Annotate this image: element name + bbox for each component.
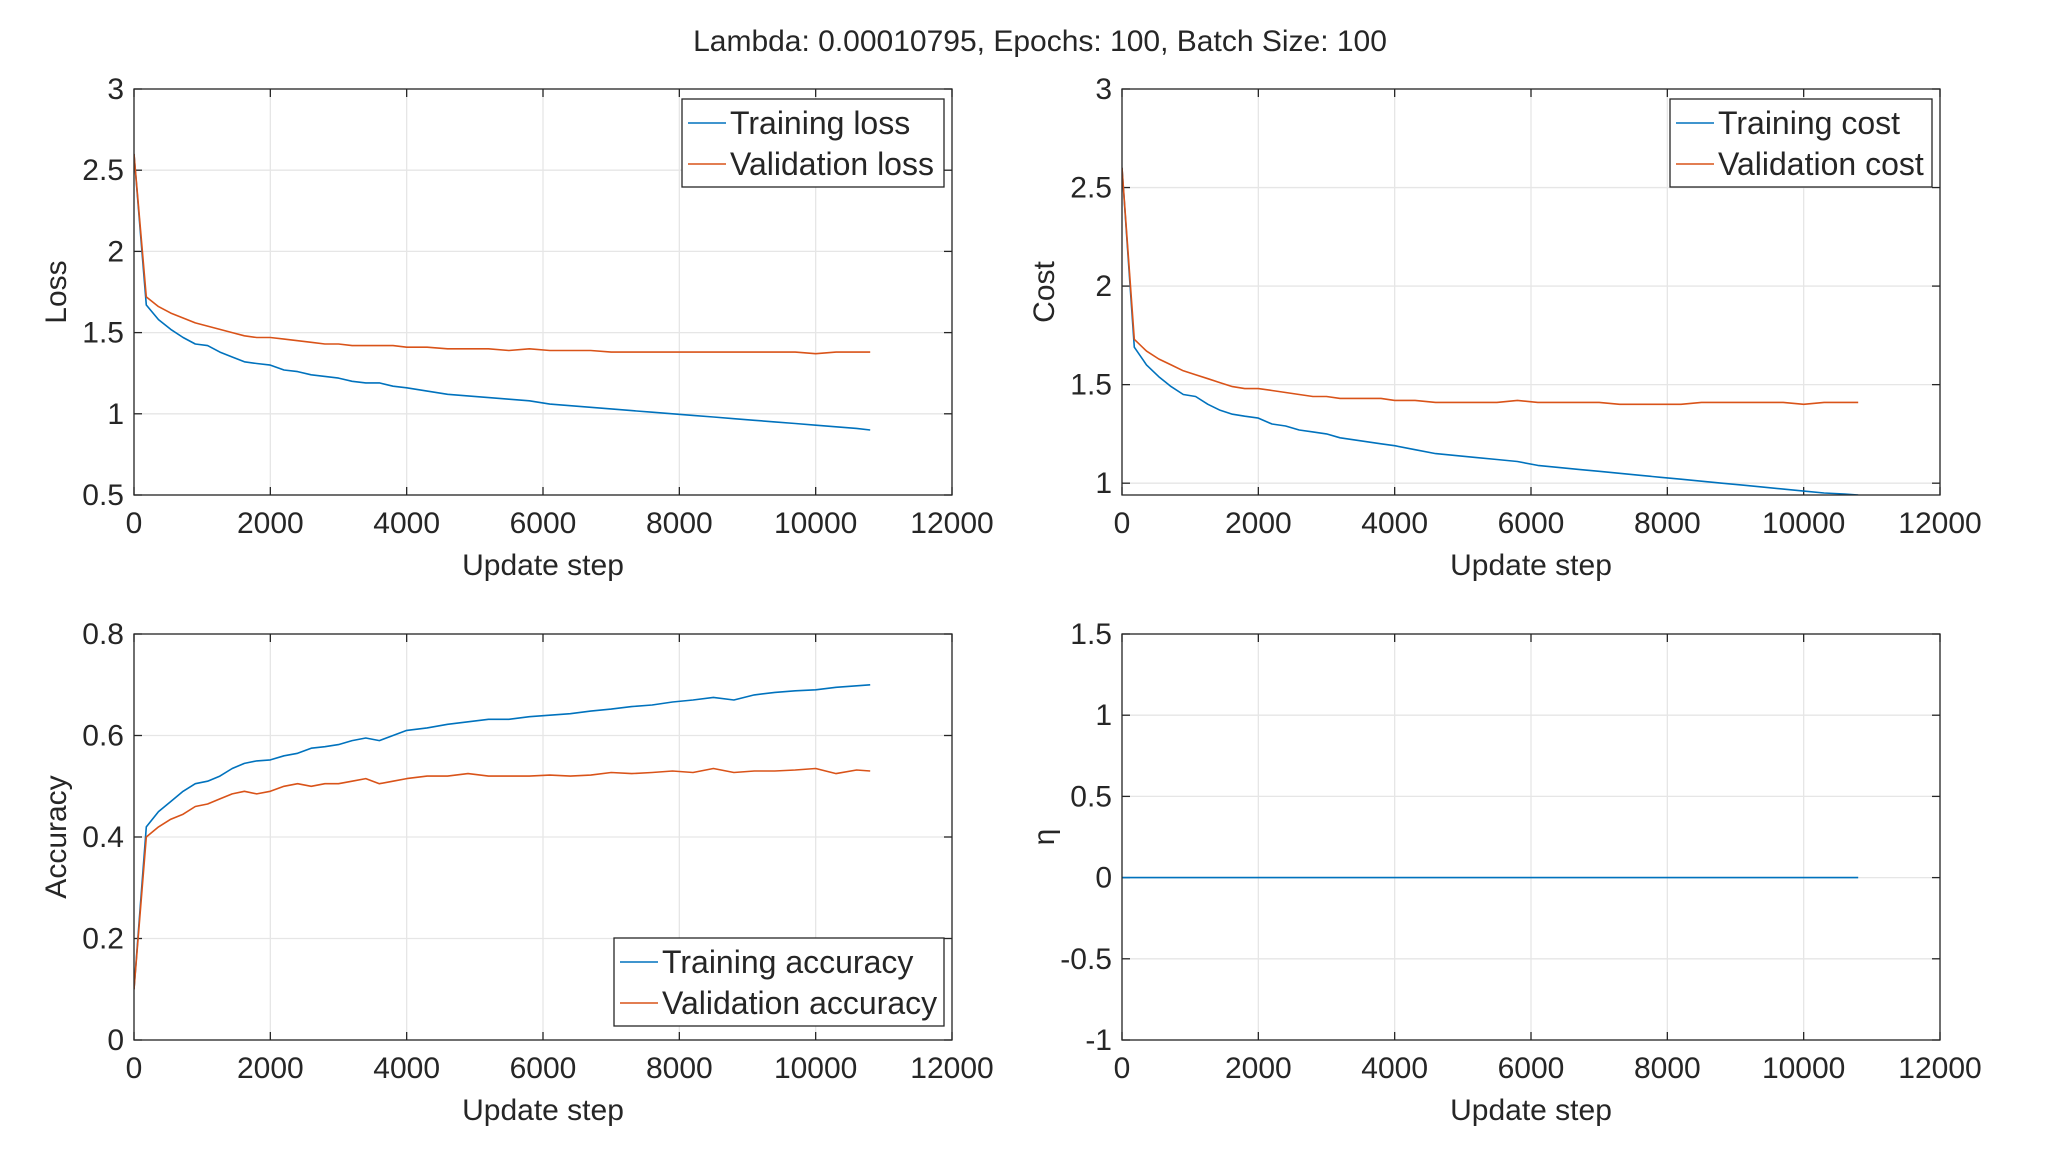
subplot-1: 0 2000 4000 6000 8000 10000 12000 0.5 1 1.5 2 2.5 3 U… — [40, 73, 994, 582]
legend-box — [613, 937, 945, 1027]
y-axis-label: Loss — [40, 260, 73, 323]
x-tick-label: 0 — [126, 1052, 143, 1085]
x-tick-label: 6000 — [1498, 1052, 1565, 1085]
y-axis-label: Cost — [1028, 260, 1061, 322]
x-tick-label: 2000 — [237, 1052, 304, 1085]
x-tick-label: 6000 — [510, 1052, 577, 1085]
x-tick-label: 10000 — [1762, 507, 1845, 540]
x-tick-label: 12000 — [1898, 1052, 1981, 1085]
x-tick-label: 8000 — [646, 1052, 713, 1085]
legend: Training accuracy Validation accuracy — [613, 937, 945, 1027]
y-tick-label: 0.5 — [1070, 780, 1112, 813]
axes-box — [133, 88, 953, 496]
y-tick-label: 2.5 — [82, 154, 124, 187]
legend-label-2: Validation loss — [730, 146, 934, 182]
y-tick-label: 0.6 — [82, 720, 124, 753]
figure-title: Lambda: 0.00010795, Epochs: 100, Batch S… — [693, 25, 1387, 58]
x-tick-label: 10000 — [774, 1052, 857, 1085]
legend: Training loss Validation loss — [681, 98, 945, 188]
y-axis-label: Accuracy — [40, 775, 73, 898]
x-tick-label: 4000 — [1361, 507, 1428, 540]
x-tick-label: 4000 — [1361, 1052, 1428, 1085]
axes-box — [133, 633, 953, 1041]
series-line-2 — [134, 767, 871, 990]
y-tick-label: 3 — [107, 73, 124, 106]
legend-label-2: Validation accuracy — [662, 985, 937, 1021]
x-tick-label: 12000 — [1898, 507, 1981, 540]
x-tick-label: 0 — [1114, 507, 1131, 540]
legend-label-1: Training accuracy — [662, 944, 913, 980]
y-tick-label: 0 — [1095, 862, 1112, 895]
x-tick-label: 12000 — [910, 1052, 993, 1085]
legend-box — [681, 98, 945, 188]
axes-box — [1121, 88, 1941, 496]
x-tick-label: 2000 — [1225, 1052, 1292, 1085]
subplot-3: 0 2000 4000 6000 8000 10000 12000 0 0.2 0.4 0.6 0.8… — [40, 618, 994, 1127]
x-axis-label: Update step — [462, 549, 624, 582]
y-tick-label: 0.5 — [82, 479, 124, 512]
subplot-4: 0 2000 4000 6000 8000 10000 12000 -1 -0.5 0 0.5 1 1.… — [1028, 618, 1982, 1127]
subplot-2: 0 2000 4000 6000 8000 10000 12000 1 1.5 2 2.5 3 Upda… — [1028, 73, 1982, 582]
x-tick-label: 2000 — [1225, 507, 1292, 540]
x-tick-label: 4000 — [373, 507, 440, 540]
y-tick-label: 0.4 — [82, 821, 124, 854]
x-tick-label: 6000 — [510, 507, 577, 540]
x-tick-label: 2000 — [237, 507, 304, 540]
y-tick-label: -0.5 — [1060, 943, 1112, 976]
legend-box — [1669, 98, 1933, 188]
x-axis-label: Update step — [1450, 549, 1612, 582]
x-axis-label: Update step — [1450, 1094, 1612, 1127]
y-tick-label: 1 — [1095, 467, 1112, 500]
legend: Training cost Validation cost — [1669, 98, 1933, 188]
x-tick-label: 10000 — [774, 507, 857, 540]
series-line-1 — [134, 684, 871, 990]
y-tick-label: 1.5 — [1070, 618, 1112, 651]
y-tick-label: 1 — [1095, 699, 1112, 732]
series-line-2 — [1122, 167, 1859, 406]
y-tick-label: 3 — [1095, 73, 1112, 106]
y-tick-label: -1 — [1085, 1024, 1112, 1057]
x-axis-label: Update step — [462, 1094, 624, 1127]
x-tick-label: 8000 — [1634, 1052, 1701, 1085]
y-tick-label: 2 — [1095, 270, 1112, 303]
x-tick-label: 6000 — [1498, 507, 1565, 540]
y-tick-label: 0.8 — [82, 618, 124, 651]
x-tick-label: 10000 — [1762, 1052, 1845, 1085]
legend-label-1: Training loss — [730, 105, 910, 141]
x-tick-label: 0 — [126, 507, 143, 540]
y-tick-label: 0 — [107, 1024, 124, 1057]
x-tick-label: 12000 — [910, 507, 993, 540]
y-tick-label: 0.2 — [82, 923, 124, 956]
legend-label-1: Training cost — [1718, 105, 1900, 141]
y-tick-label: 1.5 — [82, 317, 124, 350]
y-tick-label: 1.5 — [1070, 369, 1112, 402]
y-tick-label: 2.5 — [1070, 172, 1112, 205]
series-line-1 — [134, 153, 871, 431]
y-tick-label: 1 — [107, 398, 124, 431]
x-tick-label: 4000 — [373, 1052, 440, 1085]
legend-label-2: Validation cost — [1718, 146, 1924, 182]
series-line-2 — [134, 153, 871, 355]
series-line-1 — [1122, 167, 1859, 495]
x-tick-label: 8000 — [1634, 507, 1701, 540]
axes-box — [1121, 633, 1941, 1041]
x-tick-label: 8000 — [646, 507, 713, 540]
y-axis-label: η — [1028, 829, 1061, 846]
y-tick-label: 2 — [107, 235, 124, 268]
x-tick-label: 0 — [1114, 1052, 1131, 1085]
